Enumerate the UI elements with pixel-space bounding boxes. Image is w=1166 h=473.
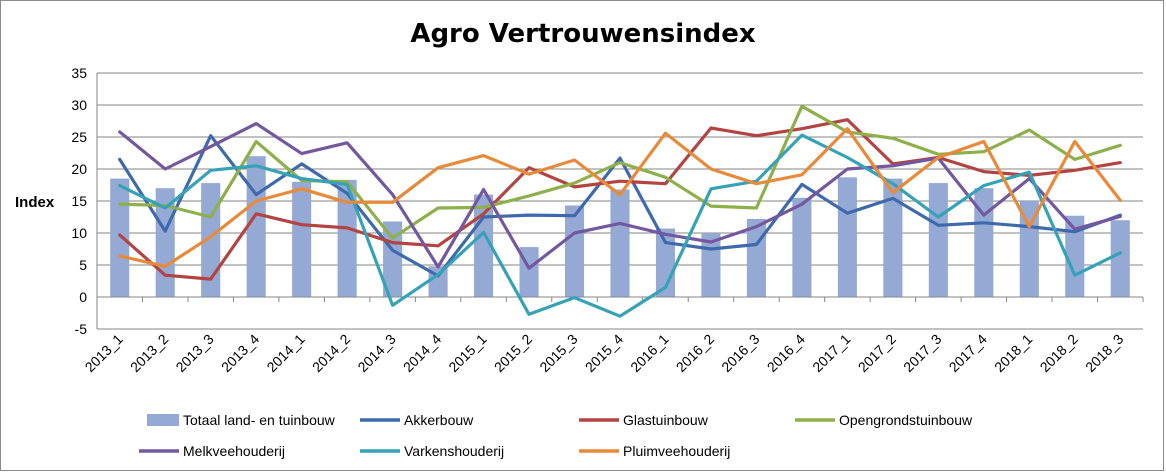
legend-swatch [147, 414, 179, 426]
x-tick-label: 2014_1 [263, 331, 307, 375]
bar [564, 205, 585, 297]
x-tick-label: 2016_1 [627, 331, 671, 375]
legend-label: Glastuinbouw [623, 412, 709, 428]
x-tick-label: 2013_2 [127, 331, 171, 375]
bar [610, 189, 630, 297]
line-series [118, 104, 1122, 318]
bar [474, 194, 494, 297]
y-tick-label: 25 [71, 129, 87, 145]
x-tick-label: 2016_2 [673, 331, 717, 375]
series-line-melkveehouderij [118, 121, 1122, 270]
x-tick-label: 2015_1 [445, 331, 489, 375]
legend: Totaal land- en tuinbouw Akkerbouw Glastui… [139, 412, 973, 459]
legend-label: Melkveehouderij [183, 443, 285, 459]
y-tick-label: -5 [75, 321, 88, 337]
y-tick-labels: -5 0 5 10 15 20 25 30 35 [71, 65, 87, 337]
x-tick-label: 2017_3 [900, 331, 944, 375]
bar [110, 178, 130, 297]
series-line-glastuinbouw [118, 118, 1122, 281]
y-tick-label: 10 [71, 225, 87, 241]
bar [928, 183, 948, 297]
bar [974, 188, 994, 297]
x-tick-label: 2013_4 [218, 331, 262, 375]
x-tick-label: 2015_4 [582, 331, 626, 375]
bar [292, 181, 312, 297]
legend-label: Akkerbouw [404, 412, 474, 428]
legend-label: Pluimveehouderij [623, 443, 730, 459]
x-tick-label: 2016_3 [718, 331, 762, 375]
legend-label: Totaal land- en tuinbouw [183, 412, 336, 428]
legend-label: Opengrondstuinbouw [839, 412, 973, 428]
series-line-pluimveehouderij [118, 127, 1122, 268]
bar-series [110, 156, 1130, 297]
series-line-varkenshouderij [118, 133, 1122, 318]
bar [337, 179, 357, 297]
x-tick-labels: 2013_1 2013_2 2013_3 2013_4 2014_1 2014_2 2014… [82, 331, 1127, 375]
bar [1065, 215, 1085, 297]
y-tick-label: 35 [71, 65, 87, 81]
bar [1110, 220, 1130, 297]
x-tick-label: 2015_2 [491, 331, 535, 375]
x-tick-label: 2015_3 [536, 331, 580, 375]
x-tick-label: 2016_4 [764, 331, 808, 375]
y-tick-label: 0 [79, 289, 87, 305]
y-axis-label: Index [15, 194, 55, 211]
x-tick-label: 2017_2 [855, 331, 899, 375]
bar [883, 178, 903, 297]
x-tick-label: 2018_3 [1082, 331, 1126, 375]
y-tick-label: 15 [71, 193, 87, 209]
legend-label: Varkenshouderij [404, 443, 504, 459]
x-tick-label: 2017_4 [946, 331, 990, 375]
y-tick-label: 5 [79, 257, 87, 273]
bar [746, 218, 766, 297]
bar [837, 177, 857, 297]
bar [792, 197, 812, 297]
axes [96, 73, 1144, 329]
x-tick-label: 2014_4 [400, 331, 444, 375]
x-tick-label: 2013_3 [172, 331, 216, 375]
x-tick-label: 2014_3 [354, 331, 398, 375]
x-tick-label: 2014_2 [309, 331, 353, 375]
y-tick-label: 30 [71, 97, 87, 113]
x-tick-label: 2013_1 [82, 331, 126, 375]
bar [246, 156, 266, 297]
chart-title: Agro Vertrouwensindex [410, 19, 756, 49]
x-tick-label: 2017_1 [809, 331, 853, 375]
x-tick-label: 2018_2 [1037, 331, 1081, 375]
x-tick-label: 2018_1 [991, 331, 1035, 375]
y-tick-label: 20 [71, 161, 87, 177]
